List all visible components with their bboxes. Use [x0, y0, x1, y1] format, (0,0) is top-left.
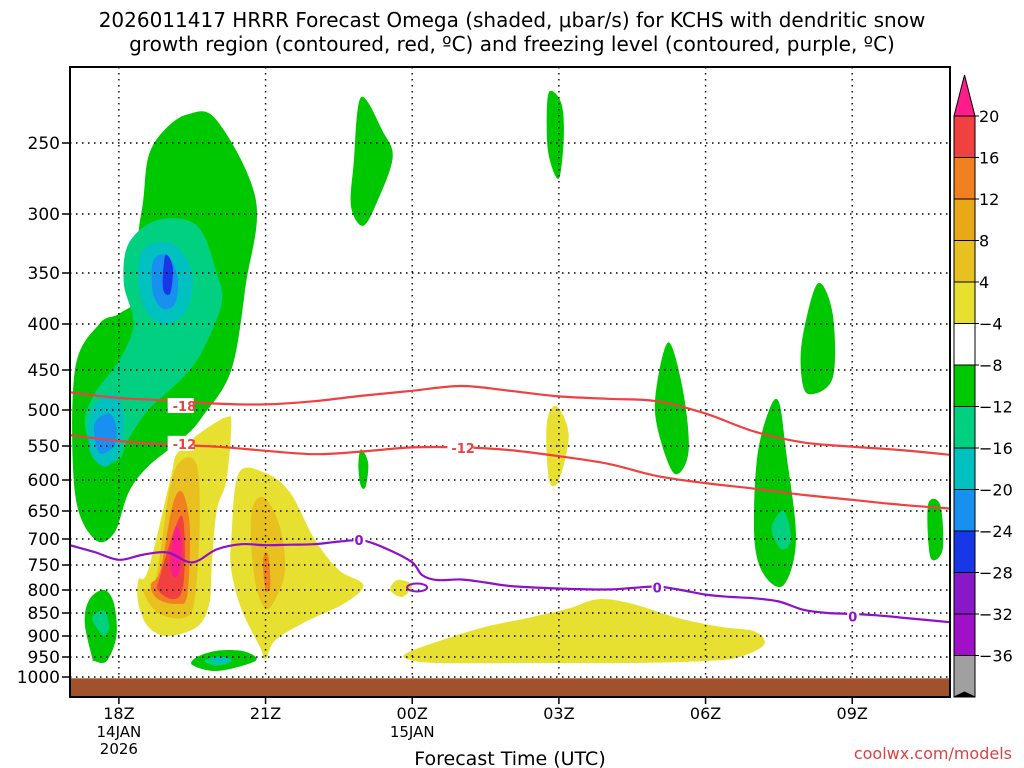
y-tick-label-900: 900	[28, 627, 60, 647]
omega-region-m12-1	[91, 610, 110, 637]
omega-region-m8-3	[350, 96, 393, 226]
plot-frame	[69, 66, 951, 698]
y-tick-label-750: 750	[28, 556, 60, 576]
omega-region-m8-9	[927, 498, 944, 561]
ground-strip	[70, 678, 950, 697]
x-tick-label-00Z: 00Z	[397, 704, 428, 723]
colorbar-swatch-12	[953, 572, 976, 615]
omega-region-m8-8	[800, 282, 836, 395]
y-tick-label-250: 250	[28, 134, 60, 154]
colorbar-swatch-top	[953, 74, 976, 117]
omega-region-12-1	[263, 552, 271, 592]
colorbar-label-1: 16	[979, 149, 999, 168]
y-tick-label-550: 550	[28, 437, 60, 457]
dendritic-label-m18: -18	[173, 400, 197, 415]
y-axis: 250 300 350 400 450 500 550 600 650 700 750 800 850 9…	[17, 134, 70, 688]
x-tick-label-03Z: 03Z	[543, 704, 574, 723]
colorbar-swatch-11	[953, 530, 976, 573]
colorbar-swatch-2	[953, 157, 976, 200]
grid	[70, 67, 950, 697]
x-tick-label-06Z: 06Z	[690, 704, 721, 723]
chart-title-line-1: 2026011417 HRRR Forecast Omega (shaded, …	[98, 8, 926, 32]
colorbar: 20 16 12 8 4 −4 −8 −12 −16 −20 −24 −28 −32 −36	[953, 74, 1013, 698]
x-tick-label-09Z: 09Z	[837, 704, 868, 723]
colorbar-swatch-bottom	[953, 691, 976, 698]
freezing-level-loop	[406, 582, 429, 593]
colorbar-swatch-9	[953, 447, 976, 490]
omega-region-8-1	[250, 496, 286, 609]
y-tick-label-650: 650	[28, 502, 60, 522]
colorbar-swatch-3	[953, 198, 976, 241]
omega-region-4-3	[403, 599, 765, 664]
y-tick-label-850: 850	[28, 604, 60, 624]
omega-region-m8-5	[546, 90, 564, 179]
y-tick-label-950: 950	[28, 648, 60, 668]
omega-region-m12-3	[771, 510, 792, 550]
colorbar-swatch-5	[953, 281, 976, 324]
omega-level-m24	[162, 254, 173, 296]
x-tick-sublabel-00Z-0: 15JAN	[390, 723, 435, 741]
plot-area: -18 -12 -12 0 0 0	[70, 67, 950, 697]
x-tick-sublabel-18Z-1: 2026	[100, 740, 138, 758]
colorbar-label-4: 4	[979, 273, 989, 292]
freezing-level-label-2: 0	[848, 611, 857, 626]
colorbar-label-3: 8	[979, 232, 989, 251]
colorbar-label-11: −28	[979, 564, 1013, 583]
omega-region-m8-4	[358, 449, 369, 489]
colorbar-label-2: 12	[979, 190, 999, 209]
y-tick-label-400: 400	[28, 315, 60, 335]
colorbar-swatch-14	[953, 655, 976, 698]
y-tick-label-350: 350	[28, 264, 60, 284]
y-tick-label-1000: 1000	[17, 668, 60, 688]
colorbar-swatch-13	[953, 613, 976, 656]
dendritic-label-m12: -12	[173, 438, 197, 453]
y-tick-label-600: 600	[28, 471, 60, 491]
colorbar-swatch-7	[953, 364, 976, 407]
colorbar-swatch-1	[953, 115, 976, 158]
credit-link[interactable]: coolwx.com/models	[853, 744, 1012, 763]
omega-region-m8-6	[654, 342, 689, 475]
x-tick-label-18Z: 18Z	[103, 704, 134, 723]
omega-region-m20-1	[93, 413, 117, 454]
freezing-level-label-1: 0	[653, 582, 662, 597]
y-tick-label-300: 300	[28, 205, 60, 225]
colorbar-label-8: −16	[979, 439, 1013, 458]
x-tick-label-21Z: 21Z	[250, 704, 281, 723]
dendritic-label-m12-mid: -12	[451, 442, 475, 457]
dendritic-contour-m18	[70, 384, 950, 456]
colorbar-label-12: −32	[979, 605, 1013, 624]
colorbar-swatch-8	[953, 406, 976, 449]
y-tick-label-450: 450	[28, 361, 60, 381]
colorbar-swatch-10	[953, 489, 976, 532]
colorbar-swatch-4	[953, 240, 976, 283]
colorbar-label-6: −8	[979, 356, 1003, 375]
colorbar-swatch-6	[953, 323, 976, 366]
y-tick-label-800: 800	[28, 581, 60, 601]
colorbar-label-7: −12	[979, 398, 1013, 417]
y-tick-label-500: 500	[28, 401, 60, 421]
freezing-level-contour	[70, 539, 950, 624]
chart-title-line-2: growth region (contoured, red, ºC) and f…	[129, 32, 895, 56]
y-tick-label-700: 700	[28, 530, 60, 550]
freezing-level-label-0: 0	[354, 534, 363, 549]
omega-region-m16-2	[211, 656, 232, 664]
x-axis-title: Forecast Time (UTC)	[414, 748, 605, 768]
colorbar-label-5: −4	[979, 315, 1003, 334]
colorbar-label-0: 20	[979, 107, 999, 126]
omega-region-4-2	[390, 579, 413, 597]
colorbar-label-13: −36	[979, 647, 1013, 666]
omega-region-m24-0	[162, 254, 173, 296]
colorbar-label-10: −24	[979, 522, 1013, 541]
dendritic-contour-m12	[70, 434, 950, 510]
colorbar-label-9: −20	[979, 481, 1013, 500]
x-tick-sublabel-18Z-0: 14JAN	[97, 723, 142, 741]
